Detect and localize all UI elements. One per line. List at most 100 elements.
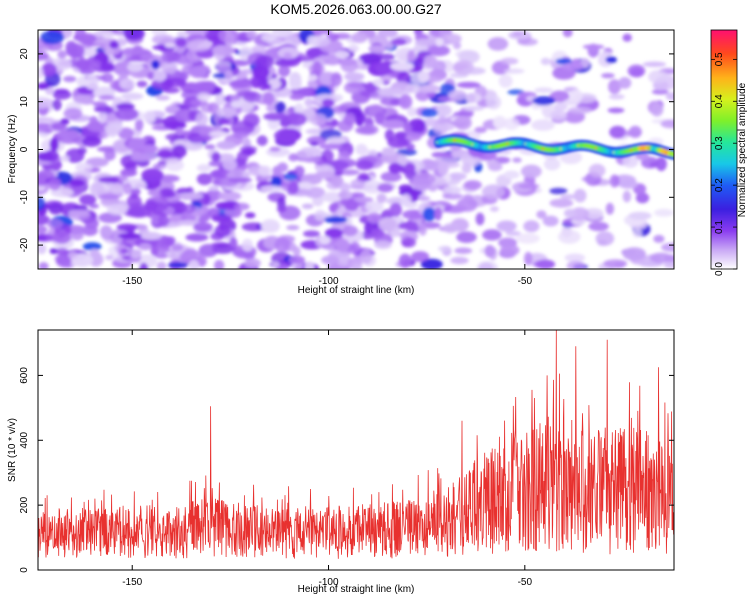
spectrogram-cell <box>540 57 551 66</box>
spectrogram-cell <box>324 228 344 239</box>
spectrogram-x-label: Height of straight line (km) <box>298 285 415 296</box>
spectrogram-cell <box>535 259 556 269</box>
spectrogram-cell <box>456 231 477 243</box>
spectrogram-cell <box>475 212 485 226</box>
spectrogram-cell <box>164 42 176 48</box>
spectrogram-cell <box>555 58 572 65</box>
x-tick-label: -150 <box>122 276 142 287</box>
spectrogram-cell <box>304 97 313 108</box>
spectrogram-cell <box>405 133 422 142</box>
spectrogram-cell <box>374 240 392 250</box>
spectrogram-cell <box>499 244 520 256</box>
spectrogram-cell <box>288 153 299 162</box>
spectrogram-y-ticks: -20 -10 0 10 20 <box>19 48 674 252</box>
spectrogram-cell <box>651 89 669 95</box>
spectrogram-cell <box>312 195 324 207</box>
spectrogram-cell <box>286 224 300 231</box>
spectrogram-cell <box>520 164 542 179</box>
spectrogram-cell <box>368 45 387 53</box>
spectrogram-cell <box>98 94 115 101</box>
spectrogram-cell <box>182 140 204 151</box>
spectrogram-cell <box>209 130 228 137</box>
spectrogram-cell <box>66 43 85 58</box>
spectrogram-cell <box>188 259 200 269</box>
spectrogram-cell <box>38 262 49 269</box>
spectrogram-cell <box>172 144 187 158</box>
spectrogram-cell <box>422 207 436 222</box>
spectrogram-cell <box>350 241 360 256</box>
spectrogram-cell <box>534 87 554 93</box>
y-tick-label: 200 <box>19 496 30 513</box>
spectrogram-cell <box>38 122 51 133</box>
spectrogram-cell <box>649 252 672 264</box>
spectrogram-cell <box>435 37 444 47</box>
spectrogram-cell <box>152 163 162 170</box>
spectrogram-cell <box>487 37 509 51</box>
spectrogram-cell <box>443 223 459 234</box>
y-tick-label: -20 <box>19 237 30 252</box>
spectrogram-cell <box>567 106 592 114</box>
spectrogram-cell <box>418 195 431 202</box>
spectrogram-cell <box>175 127 184 136</box>
spectrogram-cell <box>288 180 299 195</box>
spectrogram-cell <box>278 65 291 77</box>
spectrogram-cell <box>68 251 78 260</box>
spectrogram-cell <box>121 47 146 56</box>
spectrogram-cell <box>65 148 85 163</box>
spectrogram-cell <box>303 230 320 238</box>
spectrogram-y-label: Frequency (Hz) <box>7 115 18 184</box>
spectrogram-cell <box>79 194 97 206</box>
spectrogram-cell <box>185 30 209 37</box>
spectrogram-cell <box>295 181 313 191</box>
spectrogram-cell <box>390 38 407 46</box>
spectrogram-cell <box>389 202 402 217</box>
spectrogram-cell <box>48 202 63 215</box>
spectrogram-cell <box>410 251 430 263</box>
spectrogram-cell <box>38 173 49 187</box>
spectrogram-cell <box>339 190 348 199</box>
spectrogram-cell <box>196 92 211 102</box>
spectrogram-cell <box>453 115 472 131</box>
spectrogram-cell <box>288 76 302 90</box>
spectrogram-cell <box>289 88 314 96</box>
snr-plot-area <box>38 330 674 570</box>
spectrogram-cell <box>122 182 133 195</box>
spectrogram-cell <box>196 173 213 186</box>
spectrogram-cell <box>60 155 70 162</box>
spectrogram-cell <box>404 162 416 174</box>
spectrogram-cell <box>121 92 144 100</box>
spectrogram-cell <box>216 107 237 118</box>
spectrogram-cell <box>234 202 250 211</box>
spectrogram-cell <box>38 83 50 90</box>
spectrogram-cell <box>378 217 398 232</box>
spectrogram-cell <box>569 89 583 102</box>
spectrogram-cell <box>279 118 292 128</box>
spectrogram-cell <box>38 225 48 234</box>
spectrogram-cell <box>76 58 91 70</box>
spectrogram-cell <box>262 91 275 106</box>
spectrogram-cell <box>608 94 625 100</box>
spectrogram-cell <box>559 150 583 165</box>
signal-core <box>670 151 674 157</box>
spectrogram-cell <box>380 171 402 182</box>
spectrogram-cell <box>558 229 581 244</box>
spectrogram-cell <box>310 30 332 35</box>
spectrogram-cell <box>243 91 262 103</box>
spectrogram-cell <box>216 140 237 150</box>
spectrogram-cell <box>496 220 517 232</box>
spectrogram-cell <box>442 193 464 200</box>
spectrogram-cell <box>198 243 218 258</box>
spectrogram-cell <box>48 178 62 191</box>
spectrogram-cell <box>549 187 568 195</box>
spectrogram-cell <box>164 77 187 88</box>
spectrogram-signal-band <box>433 134 674 160</box>
spectrogram-cell <box>420 258 443 269</box>
snr-y-ticks: 0 200 400 600 <box>19 367 674 573</box>
spectrogram-cell <box>560 194 577 200</box>
spectrogram-cell <box>343 112 356 126</box>
spectrogram-cell <box>642 61 667 68</box>
spectrogram-cell <box>531 119 555 131</box>
spectrogram-cell <box>630 67 644 78</box>
spectrogram-cell <box>196 164 212 172</box>
spectrogram-cell <box>260 185 284 193</box>
